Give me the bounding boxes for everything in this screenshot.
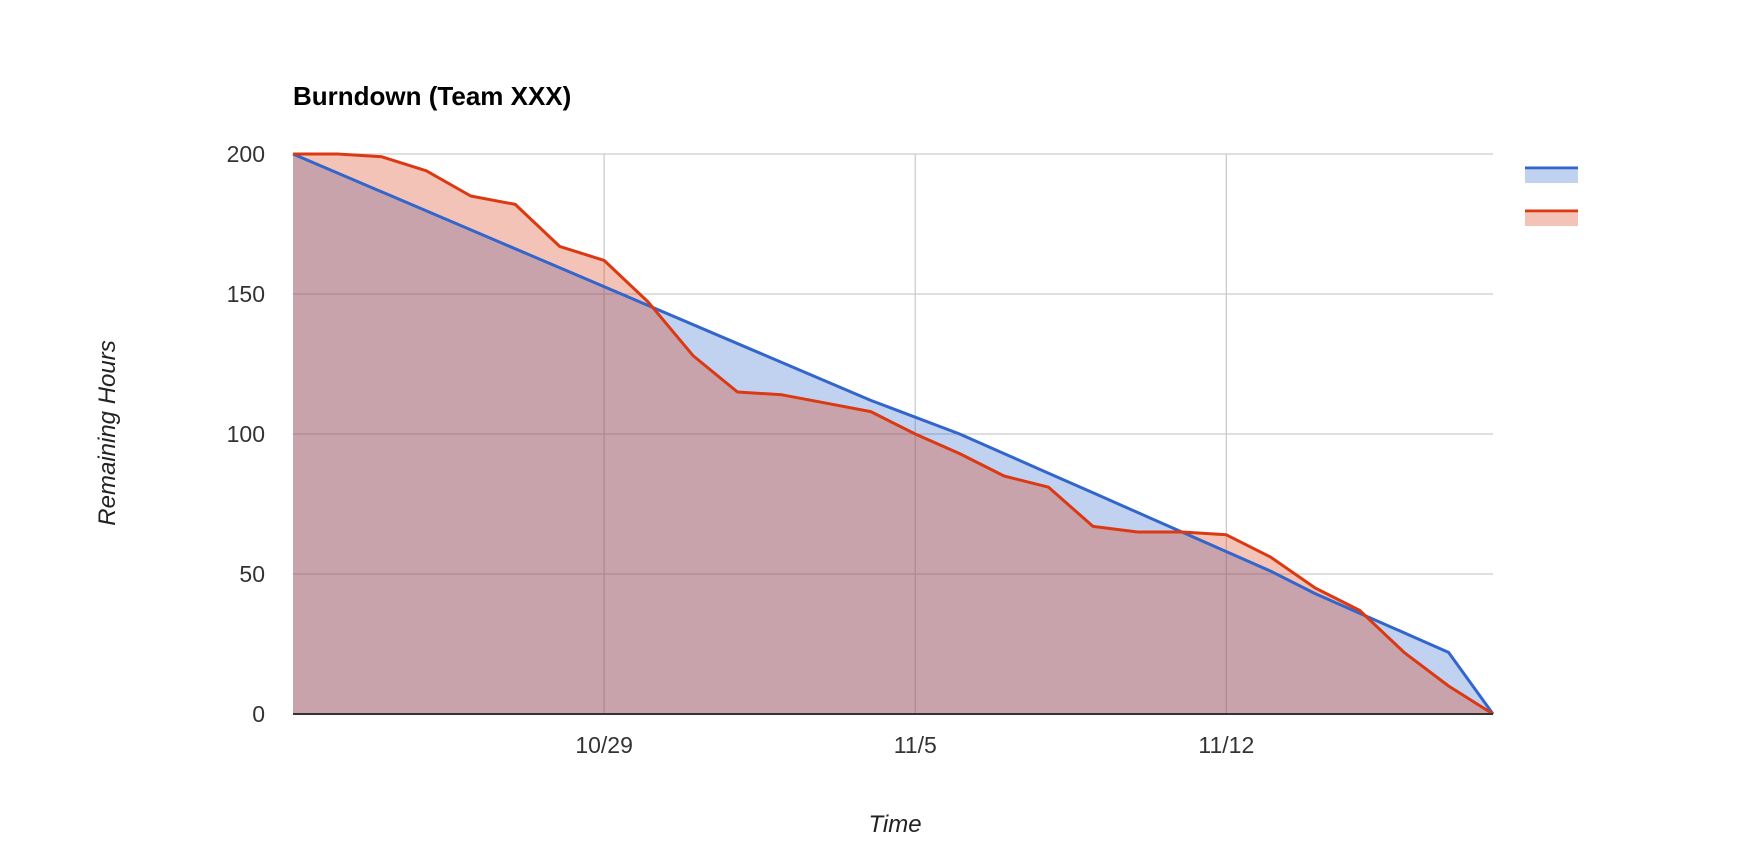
- x-tick-label: 11/5: [894, 732, 937, 758]
- series-2-line: [293, 152, 1494, 716]
- y-tick-label: 0: [252, 701, 265, 727]
- series-1-area: [293, 154, 1493, 714]
- series-lines: [292, 152, 1495, 716]
- x-tick-label: 10/29: [575, 732, 633, 758]
- legend: [1525, 166, 1578, 226]
- y-tick-label: 50: [239, 561, 265, 587]
- tick-labels: 0 50 100 150 200 10/29 11/5 11/12: [227, 141, 1255, 758]
- chart-title: Burndown (Team XXX): [293, 81, 571, 111]
- x-tick-label: 11/12: [1198, 732, 1254, 758]
- legend-swatch-2-area: [1525, 213, 1578, 226]
- series-2-area: [293, 154, 1493, 714]
- y-axis-label: Remaining Hours: [94, 340, 121, 525]
- legend-swatch-1-area: [1525, 170, 1578, 183]
- x-axis-label: Time: [868, 811, 921, 838]
- y-tick-label: 100: [227, 421, 265, 447]
- y-tick-label: 200: [227, 141, 265, 167]
- y-tick-label: 150: [227, 281, 265, 307]
- series-areas: [293, 154, 1493, 714]
- series-1-line: [292, 152, 1495, 715]
